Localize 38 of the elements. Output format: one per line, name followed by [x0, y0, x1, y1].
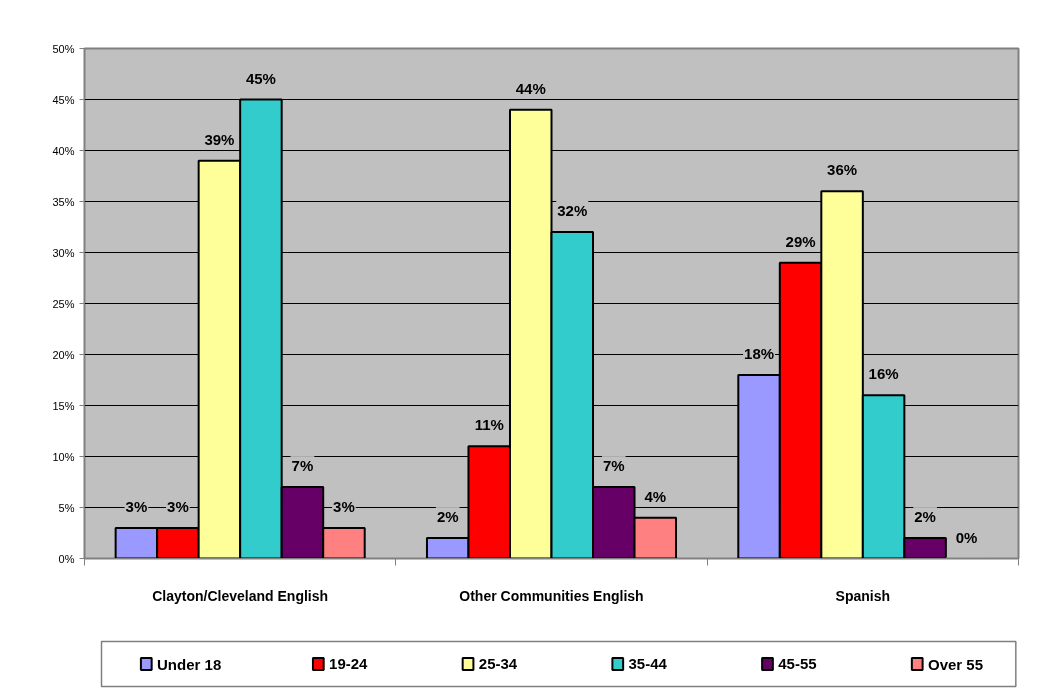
y-tick-label: 0%	[58, 552, 75, 565]
y-tick-label: 5%	[58, 501, 75, 514]
data-label: 3%	[333, 497, 355, 515]
data-label: 7%	[602, 457, 625, 475]
data-label: 7%	[291, 457, 314, 475]
legend-label: 35-44	[628, 655, 668, 672]
y-tick-label: 40%	[52, 144, 75, 157]
y-tick-label: 10%	[52, 450, 75, 463]
y-tick-label: 30%	[52, 246, 75, 259]
data-label: 2%	[914, 508, 936, 526]
data-label: 3%	[167, 497, 189, 515]
data-label: 32%	[557, 202, 588, 220]
data-label: 36%	[827, 161, 858, 179]
y-tick-label: 20%	[52, 348, 75, 361]
data-label: 11%	[474, 416, 504, 434]
data-label: 18%	[744, 344, 775, 362]
y-tick-label: 45%	[52, 93, 75, 106]
x-tick-label: Clayton/Cleveland English	[152, 587, 329, 604]
x-tick-label: Spanish	[835, 587, 891, 604]
data-label: 0%	[955, 528, 978, 546]
legend-label: 19-24	[329, 655, 369, 672]
data-label: 29%	[785, 232, 816, 250]
data-label: 2%	[436, 508, 459, 526]
legend-label: Under 18	[157, 655, 222, 673]
legend-label: 25-34	[478, 655, 518, 672]
y-tick-label: 25%	[52, 297, 75, 310]
data-label: 45%	[245, 69, 276, 87]
data-label: 39%	[204, 130, 235, 148]
x-tick-label: Other Communities English	[459, 587, 644, 604]
data-label: 16%	[868, 365, 899, 383]
y-tick-label: 35%	[52, 195, 75, 208]
data-label: 44%	[515, 79, 546, 97]
data-label: 3%	[125, 497, 148, 515]
y-tick-label: 50%	[52, 42, 75, 55]
y-tick-label: 15%	[52, 399, 75, 412]
data-label: 4%	[644, 487, 667, 505]
legend-label: Over 55	[927, 655, 984, 673]
legend-label: 45-55	[778, 655, 817, 672]
